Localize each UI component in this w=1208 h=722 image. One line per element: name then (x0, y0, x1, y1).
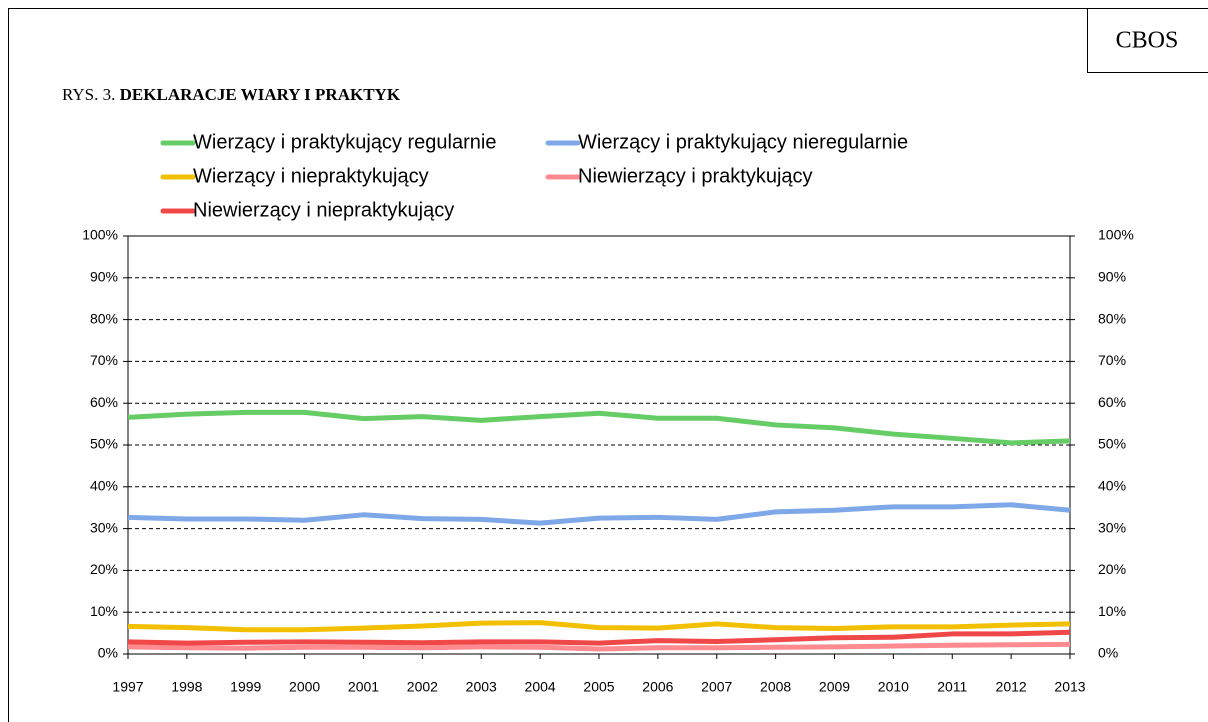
y2-tick-label: 30% (1098, 519, 1126, 535)
legend-label: Niewierzący i niepraktykujący (193, 199, 454, 221)
x-tick-label: 2003 (466, 679, 497, 695)
legend-label: Wierzący i praktykujący nieregularnie (578, 131, 908, 153)
y2-tick-label: 60% (1098, 394, 1126, 410)
y2-tick-label: 0% (1098, 645, 1118, 661)
badge: CBOS (1116, 28, 1179, 54)
frame (8, 8, 1208, 722)
legend-label: Wierzący i niepraktykujący (193, 165, 429, 187)
x-tick-label: 2000 (289, 679, 320, 695)
legend-label: Niewierzący i praktykujący (578, 165, 813, 187)
x-tick-label: 2010 (878, 679, 909, 695)
y2-tick-label: 70% (1098, 352, 1126, 368)
y-tick-label: 60% (90, 394, 118, 410)
badge-box (1087, 8, 1208, 73)
series-line (127, 629, 1071, 646)
y-tick-label: 0% (98, 645, 118, 661)
y-tick-label: 10% (90, 603, 118, 619)
x-tick-label: 1997 (112, 679, 143, 695)
figure-number: RYS. 3. (62, 85, 115, 104)
y-tick-label: 30% (90, 519, 118, 535)
series-line (127, 620, 1071, 633)
series-line (127, 502, 1071, 526)
figure-title: RYS. 3. DEKLARACJE WIARY I PRAKTYK (62, 85, 401, 104)
y2-tick-label: 90% (1098, 269, 1126, 285)
series-line (127, 409, 1071, 446)
x-tick-label: 2012 (996, 679, 1027, 695)
y-tick-label: 20% (90, 561, 118, 577)
x-tick-label: 2001 (348, 679, 379, 695)
x-tick-label: 2007 (701, 679, 732, 695)
y-tick-label: 40% (90, 478, 118, 494)
x-tick-label: 2011 (937, 679, 967, 695)
x-tick-label: 1999 (230, 679, 261, 695)
y2-tick-label: 50% (1098, 436, 1126, 452)
x-tick-label: 2005 (583, 679, 614, 695)
y2-tick-label: 80% (1098, 310, 1126, 326)
x-tick-label: 2009 (819, 679, 850, 695)
y2-tick-label: 10% (1098, 603, 1126, 619)
y-tick-label: 80% (90, 310, 118, 326)
x-tick-label: 2006 (642, 679, 673, 695)
x-tick-label: 2013 (1054, 679, 1085, 695)
series-line (127, 641, 1071, 652)
y2-tick-label: 100% (1098, 227, 1134, 243)
y-tick-label: 100% (82, 227, 118, 243)
legend-label: Wierzący i praktykujący regularnie (193, 131, 496, 153)
y2-tick-label: 20% (1098, 561, 1126, 577)
y-tick-label: 50% (90, 436, 118, 452)
x-tick-label: 1998 (171, 679, 202, 695)
x-tick-label: 2004 (525, 679, 556, 695)
y2-tick-label: 40% (1098, 478, 1126, 494)
x-tick-label: 2008 (760, 679, 791, 695)
x-tick-label: 2002 (407, 679, 438, 695)
y-tick-label: 90% (90, 269, 118, 285)
y-tick-label: 70% (90, 352, 118, 368)
figure-title-text: DEKLARACJE WIARY I PRAKTYK (120, 85, 401, 104)
